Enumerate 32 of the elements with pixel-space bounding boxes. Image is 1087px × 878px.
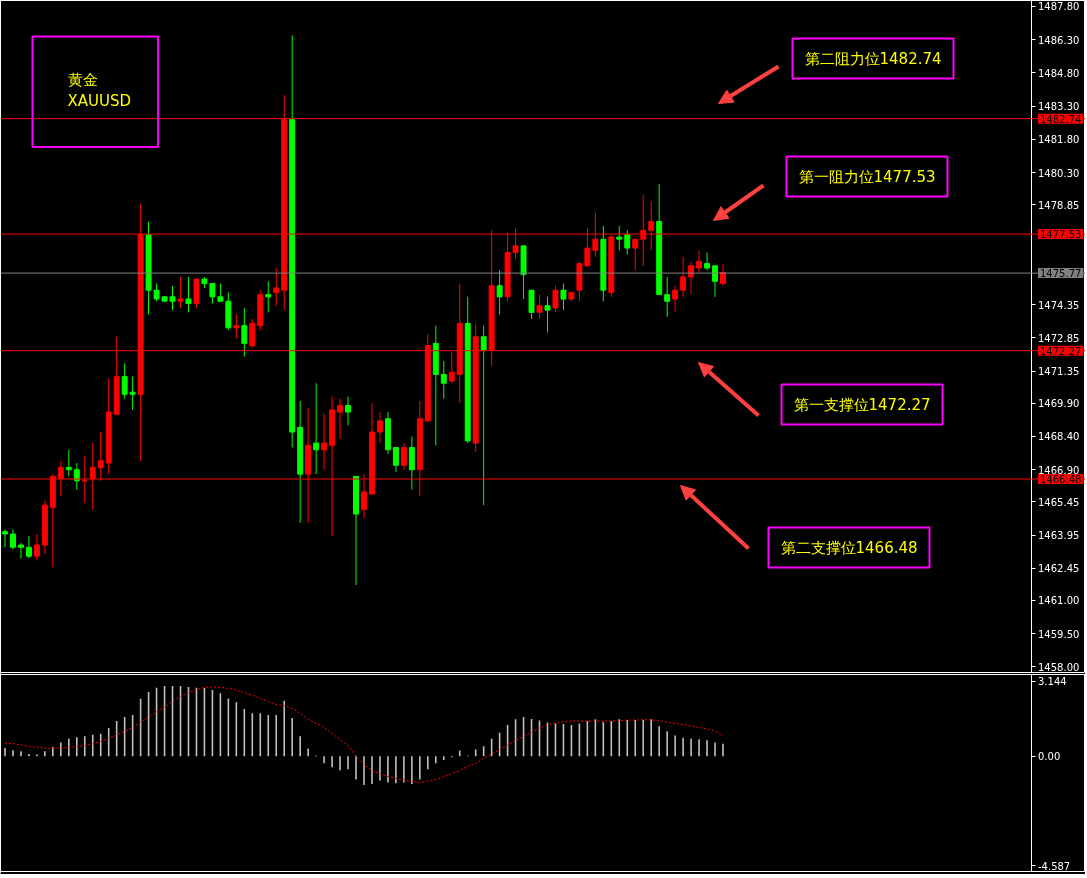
y-tick-label: 1487.80 <box>1038 1 1080 13</box>
y-tick-label: 1474.35 <box>1038 299 1080 311</box>
y-tick-label: 1465.45 <box>1038 496 1080 508</box>
y-tick-label: 1466.90 <box>1038 464 1080 476</box>
ref-line-label: 1475.77 <box>1040 268 1082 280</box>
ref-line-label: 1482.74 <box>1040 113 1082 125</box>
y-tick-label: -4.587 <box>1038 860 1071 872</box>
y-tick-label: 1483.30 <box>1038 101 1080 113</box>
annotation: 第一支撑位1472.27 <box>793 395 931 414</box>
y-tick-label: 1463.95 <box>1038 530 1080 542</box>
annotation: 第二阻力位1482.74 <box>804 49 942 68</box>
y-tick-label: 1462.45 <box>1038 563 1080 575</box>
annotation: 黄金 XAUUSD <box>67 70 132 111</box>
y-tick-label: 1484.80 <box>1038 67 1080 79</box>
y-tick-label: 1459.50 <box>1038 628 1080 640</box>
y-tick-label: 1458.00 <box>1038 661 1080 673</box>
y-tick-label: 1478.85 <box>1038 199 1080 211</box>
annotation: 第一阻力位1477.53 <box>798 167 936 186</box>
y-tick-label: 3.144 <box>1038 676 1067 688</box>
annotation: 第二支撑位1466.48 <box>780 538 918 557</box>
y-tick-label: 1480.30 <box>1038 167 1080 179</box>
y-tick-label: 1469.90 <box>1038 398 1080 410</box>
y-tick-label: 1471.35 <box>1038 366 1080 378</box>
y-tick-label: 1468.40 <box>1038 431 1080 443</box>
y-tick-label: 1481.80 <box>1038 134 1080 146</box>
y-tick-label: 1486.30 <box>1038 34 1080 46</box>
ref-line-label: 1472.27 <box>1040 345 1082 357</box>
y-tick-label: 0.00 <box>1038 751 1061 763</box>
y-tick-label: 1461.00 <box>1038 595 1080 607</box>
ref-line-label: 1466.48 <box>1040 474 1082 486</box>
ref-line-label: 1477.53 <box>1040 229 1082 241</box>
y-tick-label: 1472.85 <box>1038 332 1080 344</box>
